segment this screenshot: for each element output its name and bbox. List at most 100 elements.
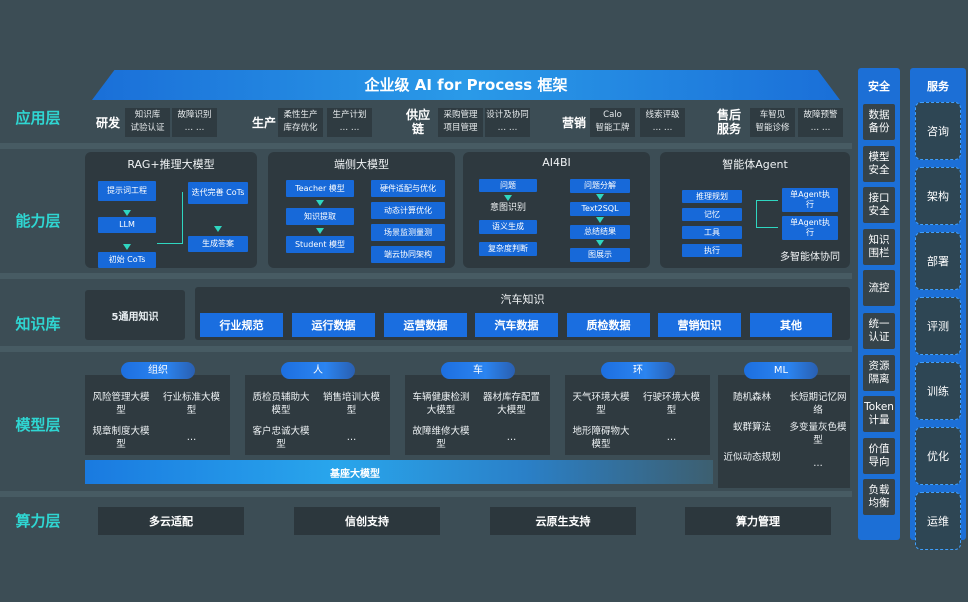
framework-title-banner: 企业级 AI for Process 框架 (92, 70, 840, 100)
knowledge-item-5[interactable]: 营销知识 (658, 313, 741, 337)
ai4bi-step: 问题分解 (570, 179, 630, 193)
model-item: 车辆健康检测大模型 (412, 392, 470, 416)
security-item: 流控 (863, 270, 895, 306)
service-item-3[interactable]: 评测 (915, 297, 961, 355)
model-group-1: 质检员辅助大模型 销售培训大模型 客户忠诚大模型… (245, 375, 390, 455)
panel-title: RAG+推理大模型 (127, 158, 215, 171)
app-item-box: Calo 智能工牌 (590, 108, 635, 137)
model-group-pill: 组织 (121, 362, 195, 379)
agent-module: 执行 (682, 244, 742, 257)
security-item: Token 计量 (863, 396, 895, 432)
divider (0, 491, 852, 497)
app-item: 生产计划 (332, 110, 367, 120)
security-item: 数据 备份 (863, 104, 895, 140)
app-item-box: 线索评级 … … (640, 108, 685, 137)
capability-panel-rag: RAG+推理大模型 提示词工程 LLM 初始 CoTs 迭代完善 CoTs 生成答案 (85, 152, 257, 268)
model-group-4: 随机森林 长短期记忆网络 蚁群算法 多变量灰色模型 近似动态规划… (718, 375, 850, 488)
knowledge-item-2[interactable]: 运营数据 (384, 313, 467, 337)
app-item: … … (339, 123, 360, 133)
edge-step: 知识提取 (286, 208, 354, 225)
arrow-down-icon (596, 240, 604, 246)
service-item-1[interactable]: 架构 (915, 167, 961, 225)
capability-panel-ai4bi: AI4BI 问题 意图识别 语义生成 复杂度判断 问题分解 Text2SQL 总结结果 图展示 (463, 152, 650, 268)
service-item-0[interactable]: 咨询 (915, 102, 961, 160)
knowledge-item-0[interactable]: 行业规范 (200, 313, 283, 337)
model-item: 天气环境大模型 (572, 392, 630, 416)
compute-item-3: 算力管理 (685, 507, 831, 535)
model-item: 器材库存配置大模型 (482, 392, 540, 416)
agent-footer: 多智能体协同 (780, 252, 840, 263)
app-item: … … (652, 123, 673, 133)
app-item-box: 生产计划 … … (327, 108, 372, 137)
service-item-5[interactable]: 优化 (915, 427, 961, 485)
service-item-6[interactable]: 运维 (915, 492, 961, 550)
app-item: 项目管理 (443, 123, 478, 133)
service-item-4[interactable]: 训练 (915, 362, 961, 420)
ai4bi-step: 问题 (479, 179, 537, 192)
model-item: 多变量灰色模型 (789, 422, 847, 446)
model-item: 风险管理大模型 (92, 392, 150, 416)
agent-executor: 单Agent执行 (782, 188, 838, 212)
service-title: 服务 (927, 80, 949, 93)
rag-step: 提示词工程 (98, 181, 156, 201)
arrow-down-icon (316, 200, 324, 206)
arrow-down-icon (596, 194, 604, 200)
app-item: … … (184, 123, 205, 133)
app-item: 库存优化 (283, 123, 318, 133)
app-item-box: 故障识别 … … (172, 108, 217, 137)
service-item-2[interactable]: 部署 (915, 232, 961, 290)
app-group-label: 售后 服务 (716, 108, 741, 136)
knowledge-item-1[interactable]: 运行数据 (292, 313, 375, 337)
app-item: 设计及协同 (486, 110, 529, 120)
edge-feature: 场景监测量测 (371, 224, 445, 241)
model-group-2: 车辆健康检测大模型 器材库存配置大模型 故障维修大模型… (405, 375, 550, 455)
compute-item-2: 云原生支持 (490, 507, 636, 535)
agent-module: 记忆 (682, 208, 742, 221)
ai4bi-step: 意图识别 (489, 203, 526, 213)
divider (0, 273, 852, 279)
edge-step: Teacher 模型 (286, 180, 354, 197)
security-item: 负载 均衡 (863, 479, 895, 515)
agent-executor: 单Agent执行 (782, 216, 838, 240)
app-item: … … (497, 123, 518, 133)
knowledge-item-3[interactable]: 汽车数据 (475, 313, 558, 337)
ai4bi-step: Text2SQL (570, 202, 630, 216)
arrow-down-icon (316, 228, 324, 234)
auto-knowledge-title: 汽车知识 (500, 293, 545, 306)
model-item: 地形障碍物大模型 (572, 426, 630, 450)
layer-label-capability: 能力层 (15, 212, 61, 230)
app-item-box: 柔性生产 库存优化 (278, 108, 323, 137)
model-item: 故障维修大模型 (412, 426, 470, 450)
app-item: 采购管理 (443, 110, 478, 120)
app-item: 线索评级 (645, 110, 680, 120)
compute-item-0: 多云适配 (98, 507, 244, 535)
model-item: 质检员辅助大模型 (252, 392, 310, 416)
model-item: 规章制度大模型 (92, 426, 150, 450)
model-item: … (186, 432, 197, 443)
layer-label-model: 模型层 (15, 416, 61, 434)
ai4bi-step: 复杂度判断 (479, 242, 537, 256)
panel-title: AI4BI (542, 156, 571, 169)
security-column: 安全 数据 备份 模型 安全 接口 安全 知识 围栏 流控 统一 认证 资源 隔离 Token … (858, 68, 900, 540)
model-item: 客户忠诚大模型 (252, 426, 310, 450)
knowledge-item-6[interactable]: 其他 (750, 313, 832, 337)
model-item: 随机森林 (732, 392, 771, 403)
security-item: 接口 安全 (863, 187, 895, 223)
app-item: 故障预警 (803, 110, 838, 120)
ai4bi-step: 语义生成 (479, 220, 537, 234)
service-column: 服务咨询架构部署评测训练优化运维 (910, 68, 966, 550)
rag-step: LLM (98, 217, 156, 233)
edge-step: Student 模型 (286, 236, 354, 253)
knowledge-item-4[interactable]: 质检数据 (567, 313, 650, 337)
model-item: 长短期记忆网络 (789, 392, 847, 416)
security-item: 资源 隔离 (863, 355, 895, 391)
connector-line (157, 192, 183, 244)
model-group-pill: 车 (441, 362, 515, 379)
security-title: 安全 (868, 80, 890, 93)
ai4bi-step: 图展示 (570, 248, 630, 262)
model-item: 蚁群算法 (732, 422, 771, 433)
model-item: 行驶环境大模型 (642, 392, 700, 416)
base-model-bar (85, 460, 713, 484)
arrow-down-icon (214, 226, 222, 232)
app-item: 知识库 (134, 110, 161, 120)
